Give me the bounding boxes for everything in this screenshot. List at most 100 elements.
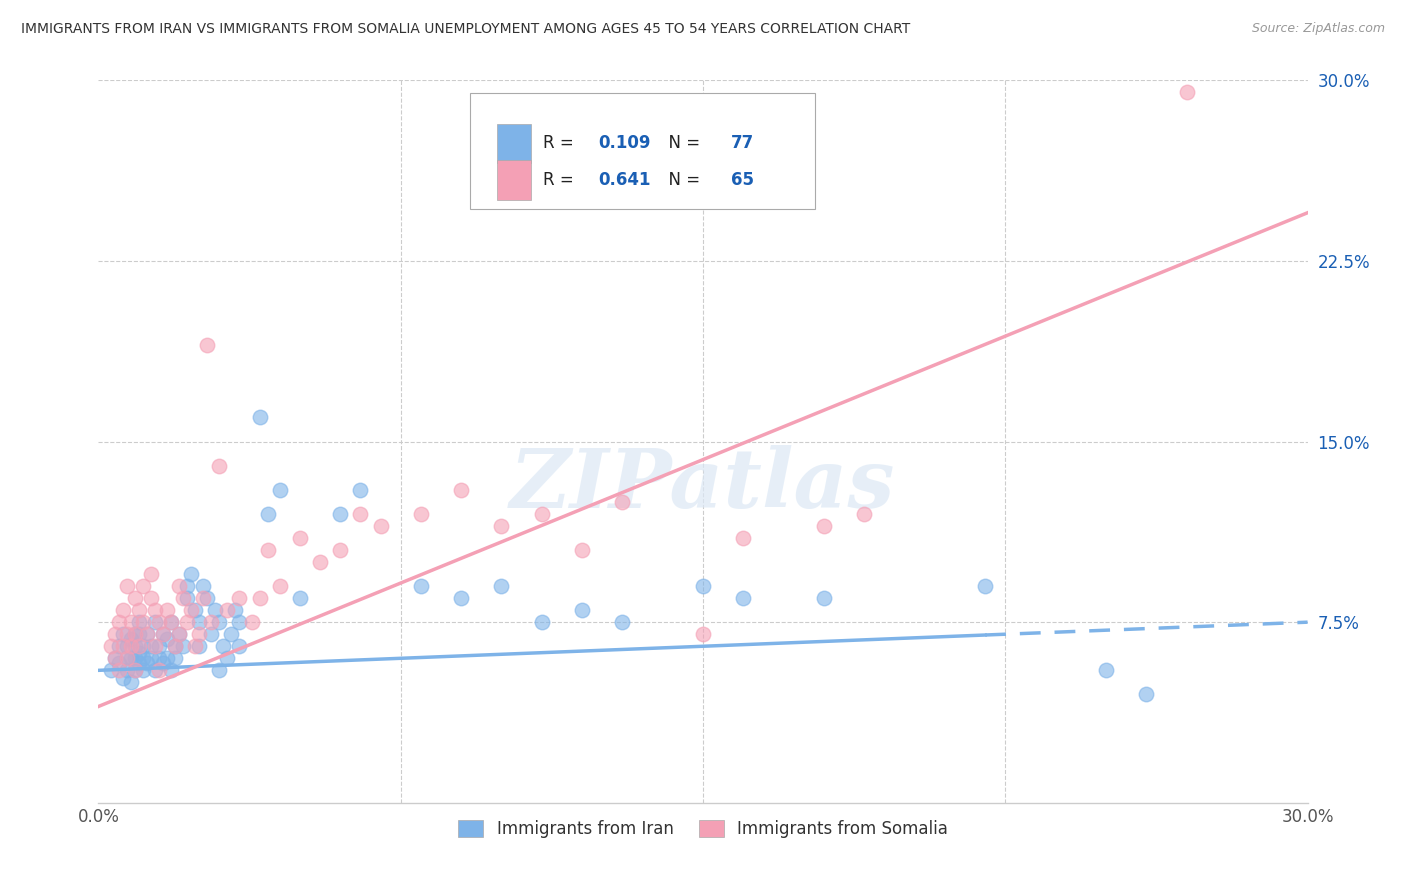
Point (329, 507, 352, 521)
Point (612, 494, 634, 508)
Point (120, 632, 142, 646)
Point (132, 615, 155, 630)
Point (450, 591, 472, 605)
Point (148, 639, 170, 653)
Point (128, 627, 150, 641)
Point (148, 651, 170, 665)
Point (450, 483, 472, 497)
Point (184, 603, 207, 617)
Point (143, 639, 166, 653)
Point (176, 591, 198, 605)
Point (200, 627, 222, 641)
Point (139, 651, 162, 665)
Point (124, 664, 146, 678)
Point (107, 615, 129, 630)
Point (184, 639, 207, 653)
Point (228, 639, 250, 653)
Point (853, 507, 876, 521)
Point (156, 632, 179, 646)
Point (974, 579, 997, 593)
Point (124, 639, 146, 653)
Point (115, 664, 138, 678)
Point (204, 603, 226, 617)
Point (256, 542, 278, 557)
Point (111, 639, 134, 653)
Point (148, 664, 170, 678)
Point (111, 671, 134, 685)
FancyBboxPatch shape (498, 123, 531, 163)
Point (139, 591, 162, 605)
Point (530, 507, 553, 521)
Point (172, 639, 194, 653)
Point (100, 639, 122, 653)
Point (124, 651, 146, 665)
Point (152, 627, 174, 641)
Point (143, 603, 166, 617)
Point (143, 615, 166, 630)
Point (180, 567, 202, 582)
Point (167, 627, 190, 641)
Point (217, 651, 239, 665)
Point (172, 591, 194, 605)
FancyBboxPatch shape (470, 93, 815, 209)
Point (111, 603, 134, 617)
Point (115, 639, 138, 653)
Text: 0.641: 0.641 (598, 171, 651, 189)
Point (188, 639, 211, 653)
Point (100, 664, 122, 678)
Text: 77: 77 (731, 135, 754, 153)
Point (160, 664, 183, 678)
Point (132, 639, 155, 653)
Point (128, 603, 150, 617)
Point (120, 639, 142, 653)
Point (813, 518, 835, 533)
Point (107, 656, 129, 670)
Text: IMMIGRANTS FROM IRAN VS IMMIGRANTS FROM SOMALIA UNEMPLOYMENT AMONG AGES 45 TO 54: IMMIGRANTS FROM IRAN VS IMMIGRANTS FROM … (21, 22, 910, 37)
Point (1095, 664, 1118, 678)
Point (115, 651, 138, 665)
Point (103, 651, 125, 665)
Point (163, 639, 186, 653)
Point (167, 579, 190, 593)
Text: 0.109: 0.109 (598, 135, 651, 153)
Point (228, 615, 250, 630)
Point (103, 627, 125, 641)
Point (692, 627, 714, 641)
Point (160, 615, 183, 630)
Point (240, 615, 263, 630)
Point (176, 579, 198, 593)
Point (491, 518, 513, 533)
Point (152, 627, 174, 641)
Point (128, 647, 150, 661)
Point (120, 615, 142, 630)
Point (139, 567, 162, 582)
Point (1135, 687, 1157, 701)
Point (135, 627, 157, 641)
Point (120, 675, 142, 690)
Point (269, 579, 291, 593)
Text: N =: N = (658, 135, 706, 153)
Point (309, 555, 332, 569)
Point (103, 651, 125, 665)
Point (409, 507, 432, 521)
Point (288, 591, 311, 605)
Point (193, 579, 215, 593)
Point (132, 651, 155, 665)
Point (180, 603, 202, 617)
FancyBboxPatch shape (498, 161, 531, 200)
Point (370, 518, 392, 533)
Text: Source: ZipAtlas.com: Source: ZipAtlas.com (1251, 22, 1385, 36)
Point (176, 615, 198, 630)
Point (132, 579, 155, 593)
Point (208, 458, 231, 473)
Point (107, 664, 129, 678)
Point (612, 615, 634, 630)
Point (152, 656, 174, 670)
Text: R =: R = (543, 171, 579, 189)
Point (193, 591, 215, 605)
Point (491, 579, 513, 593)
Point (269, 483, 291, 497)
Point (132, 664, 155, 678)
Point (249, 410, 271, 425)
Point (107, 639, 129, 653)
